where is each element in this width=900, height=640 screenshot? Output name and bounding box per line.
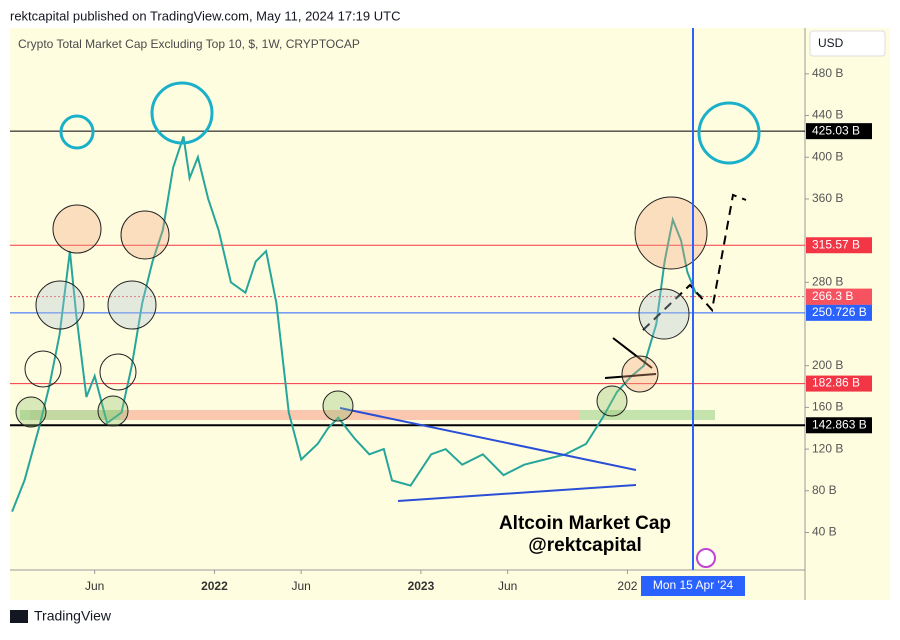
trendline (339, 407, 637, 471)
x-tick-label: Jun (498, 579, 517, 593)
price-line (11, 136, 703, 512)
level-label-bg (806, 288, 872, 305)
y-tick-label: 440 B (812, 108, 843, 122)
y-tick-label: 480 B (812, 66, 843, 80)
level-label: 266.3 B (812, 289, 853, 303)
circle (697, 101, 761, 165)
circle (107, 280, 157, 330)
circle (120, 210, 170, 260)
x-tick-label: Jun (291, 579, 310, 593)
event-icon[interactable] (696, 548, 716, 568)
zone (20, 410, 120, 420)
circle (621, 355, 659, 393)
level-label: 315.57 B (812, 237, 860, 251)
circle (150, 81, 214, 145)
y-tick-label: 400 B (812, 149, 843, 163)
circle (52, 204, 102, 254)
circle (322, 390, 354, 422)
circle (59, 114, 95, 150)
currency[interactable]: USD (818, 36, 844, 50)
y-tick-label: 40 B (812, 525, 837, 539)
y-tick-label: 120 B (812, 441, 843, 455)
circle (99, 353, 137, 391)
circle (15, 396, 47, 428)
level-label-bg (806, 375, 872, 392)
y-tick-label: 160 B (812, 400, 843, 414)
circle (35, 280, 85, 330)
circle (24, 350, 62, 388)
x-tick-label: 2023 (408, 579, 435, 593)
zone (580, 410, 715, 420)
header: rektcapital published on TradingView.com… (10, 8, 400, 23)
level-label-bg (806, 237, 872, 254)
level-label-bg (806, 123, 872, 140)
level-label: 250.726 B (812, 305, 867, 319)
trendline (604, 373, 657, 379)
annotation: @rektcapital (528, 535, 642, 556)
circle (634, 196, 708, 270)
circle (596, 385, 628, 417)
x-tick-label: Jun (85, 579, 104, 593)
y-tick-label: 80 B (812, 483, 837, 497)
level-label: 182.86 B (812, 376, 860, 390)
y-tick-label: 200 B (812, 358, 843, 372)
level-label: 142.863 B (812, 417, 867, 431)
annotation: Altcoin Market Cap (499, 513, 671, 534)
level-label-bg (806, 417, 872, 434)
y-tick-label: 280 B (812, 274, 843, 288)
circle (638, 288, 690, 340)
x-tick-label: 2022 (201, 579, 228, 593)
y-tick-label: 360 B (812, 191, 843, 205)
level-label-bg (806, 304, 872, 321)
zone (30, 410, 580, 420)
drawings (15, 81, 761, 502)
projection (642, 193, 747, 331)
chart-title: Crypto Total Market Cap Excluding Top 10… (18, 37, 360, 51)
cursor-label: Mon 15 Apr '24 (653, 578, 734, 592)
trendline (397, 484, 637, 502)
cursor-label-bg (641, 576, 745, 596)
trendline (612, 337, 653, 369)
circle (97, 395, 129, 427)
level-label: 425.03 B (812, 123, 860, 137)
x-tick-label: 202 (617, 579, 637, 593)
currency-button[interactable] (809, 30, 886, 57)
footer: TradingView (34, 608, 112, 624)
logo-icon (10, 610, 28, 623)
